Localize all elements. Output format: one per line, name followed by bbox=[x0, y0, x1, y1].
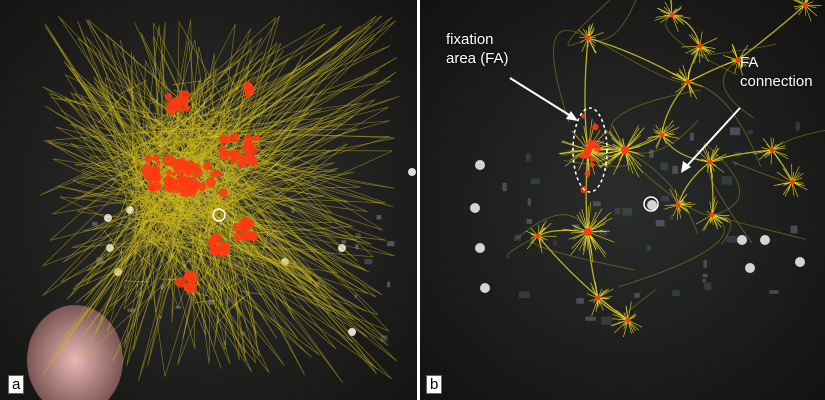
panel-b-fixation-areas: fixation area (FA) FA connection b bbox=[420, 0, 825, 400]
fixation-area-annotation: fixation area (FA) bbox=[446, 31, 509, 67]
fa-connection-annotation: FA connection bbox=[740, 54, 813, 90]
fa-arrow bbox=[509, 77, 575, 119]
panel-a-label: a bbox=[8, 375, 25, 394]
hand-shape bbox=[27, 305, 123, 400]
panel-divider bbox=[417, 0, 420, 400]
fixation-graph-canvas bbox=[420, 0, 825, 400]
gaze-trajectory-canvas bbox=[0, 0, 417, 400]
panel-a-raw-gaze: a bbox=[0, 0, 417, 400]
connection-arrow bbox=[684, 107, 741, 169]
panel-b-label: b bbox=[426, 375, 443, 394]
fixation-area-outline bbox=[572, 107, 608, 193]
